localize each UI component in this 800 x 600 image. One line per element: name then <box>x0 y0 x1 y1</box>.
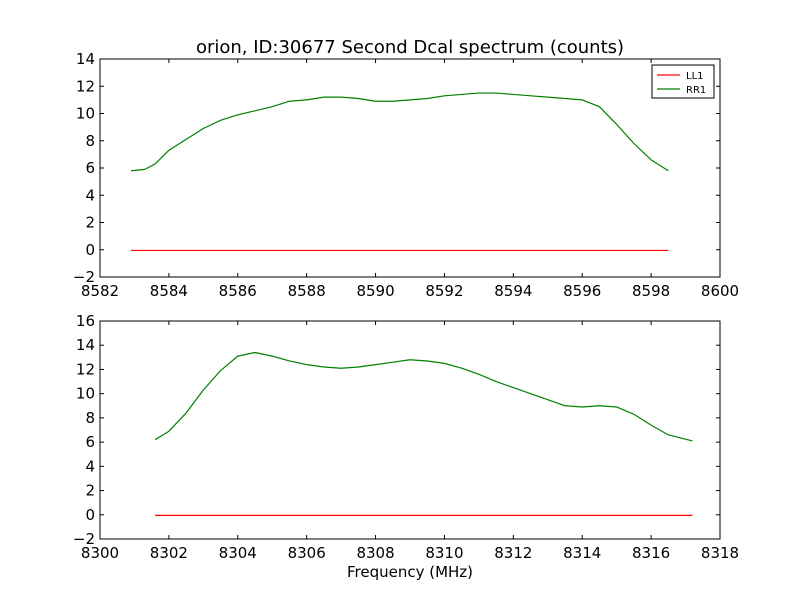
x-tick-label: 8594 <box>494 282 532 300</box>
y-tick-label: 0 <box>85 241 95 259</box>
axes-frame-panel-2 <box>99 320 721 540</box>
x-tick-label: 8592 <box>425 282 463 300</box>
x-tick-label: 8310 <box>425 544 463 562</box>
legend-label-rr1: RR1 <box>686 85 706 96</box>
x-tick-label: 8306 <box>288 544 326 562</box>
y-tick-label: 4 <box>85 457 95 475</box>
y-tick-label: −2 <box>73 268 95 286</box>
x-tick-label: 8300 <box>81 544 119 562</box>
y-tick-label: 2 <box>85 482 95 500</box>
x-tick-label: 8598 <box>632 282 670 300</box>
x-tick-label: 8584 <box>150 282 188 300</box>
x-tick-label: 8596 <box>563 282 601 300</box>
x-tick-label: 8586 <box>219 282 257 300</box>
y-tick-label: 14 <box>76 336 95 354</box>
y-tick-label: 6 <box>85 159 95 177</box>
y-tick-label: 12 <box>76 77 95 95</box>
x-tick-label: 8308 <box>356 544 394 562</box>
y-tick-label: 12 <box>76 360 95 378</box>
y-tick-label: 8 <box>85 132 95 150</box>
x-tick-label: 8588 <box>288 282 326 300</box>
y-tick-label: 2 <box>85 214 95 232</box>
y-tick-label: 4 <box>85 186 95 204</box>
chart-panel-top: 8582 8584 8586 8588 8590 8592 8594 8596 8598 8600… <box>73 50 739 300</box>
x-tick-label: 8312 <box>494 544 532 562</box>
x-tick-label: 8304 <box>219 544 257 562</box>
y-tick-label: 8 <box>85 409 95 427</box>
y-tick-label: 10 <box>76 105 95 123</box>
x-tick-label: 8590 <box>356 282 394 300</box>
y-tick-label: 0 <box>85 506 95 524</box>
x-tick-label: 8600 <box>701 282 739 300</box>
legend-label-ll1: LL1 <box>686 71 704 82</box>
x-tick-label: 8318 <box>701 544 739 562</box>
figure-title: orion, ID:30677 Second Dcal spectrum (co… <box>196 37 624 58</box>
x-axis-label: Frequency (MHz) <box>347 563 473 581</box>
y-tick-label: 16 <box>76 312 95 330</box>
y-tick-label: 10 <box>76 385 95 403</box>
x-tick-label: 8582 <box>81 282 119 300</box>
y-tick-label: 14 <box>76 50 95 68</box>
y-tick-label: −2 <box>73 530 95 548</box>
x-tick-label: 8314 <box>563 544 601 562</box>
series-line-rr1-panel-2 <box>154 351 693 442</box>
legend-box <box>651 64 715 99</box>
y-tick-label: 6 <box>85 433 95 451</box>
x-tick-label: 8316 <box>632 544 670 562</box>
chart-panel-bottom: 8300 8302 8304 8306 8308 8310 8312 8314 8316 8318… <box>73 312 739 562</box>
x-tick-label: 8302 <box>150 544 188 562</box>
series-line-rr1-panel-1 <box>130 92 669 172</box>
